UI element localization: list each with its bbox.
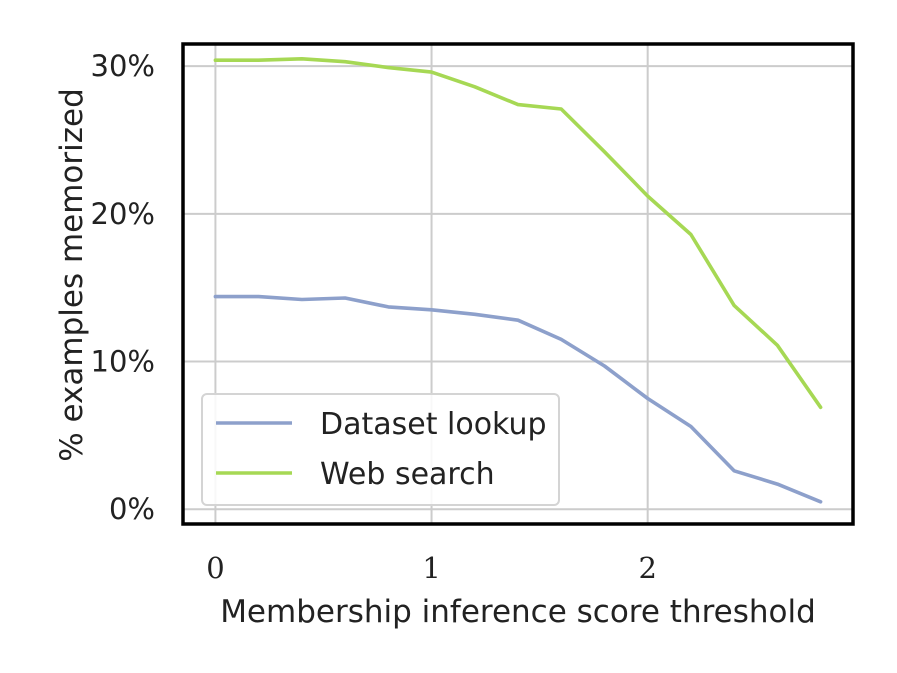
- x-tick-label: 2: [638, 551, 656, 585]
- y-tick-label: 10%: [91, 345, 155, 379]
- x-axis-label: Membership inference score threshold: [220, 594, 816, 630]
- plot-frame: [181, 42, 855, 526]
- y-tick-label: 30%: [91, 49, 155, 83]
- series-line-web-search: [213, 56, 823, 410]
- legend-label: Web search: [320, 457, 495, 492]
- series-layer: [213, 56, 823, 504]
- y-tick-label: 0%: [109, 492, 155, 526]
- x-tick-label: 1: [422, 551, 440, 585]
- grid-layer: [183, 44, 853, 524]
- series-line-dataset-lookup: [213, 294, 823, 504]
- legend-label: Dataset lookup: [320, 407, 547, 442]
- ticks-layer: 0% 10% 20% 30% 0 1 2: [91, 49, 657, 585]
- x-tick-label: 0: [206, 551, 224, 585]
- y-tick-label: 20%: [91, 197, 155, 231]
- y-axis-label: % examples memorized: [54, 88, 90, 462]
- legend: Dataset lookup Web search: [201, 393, 560, 506]
